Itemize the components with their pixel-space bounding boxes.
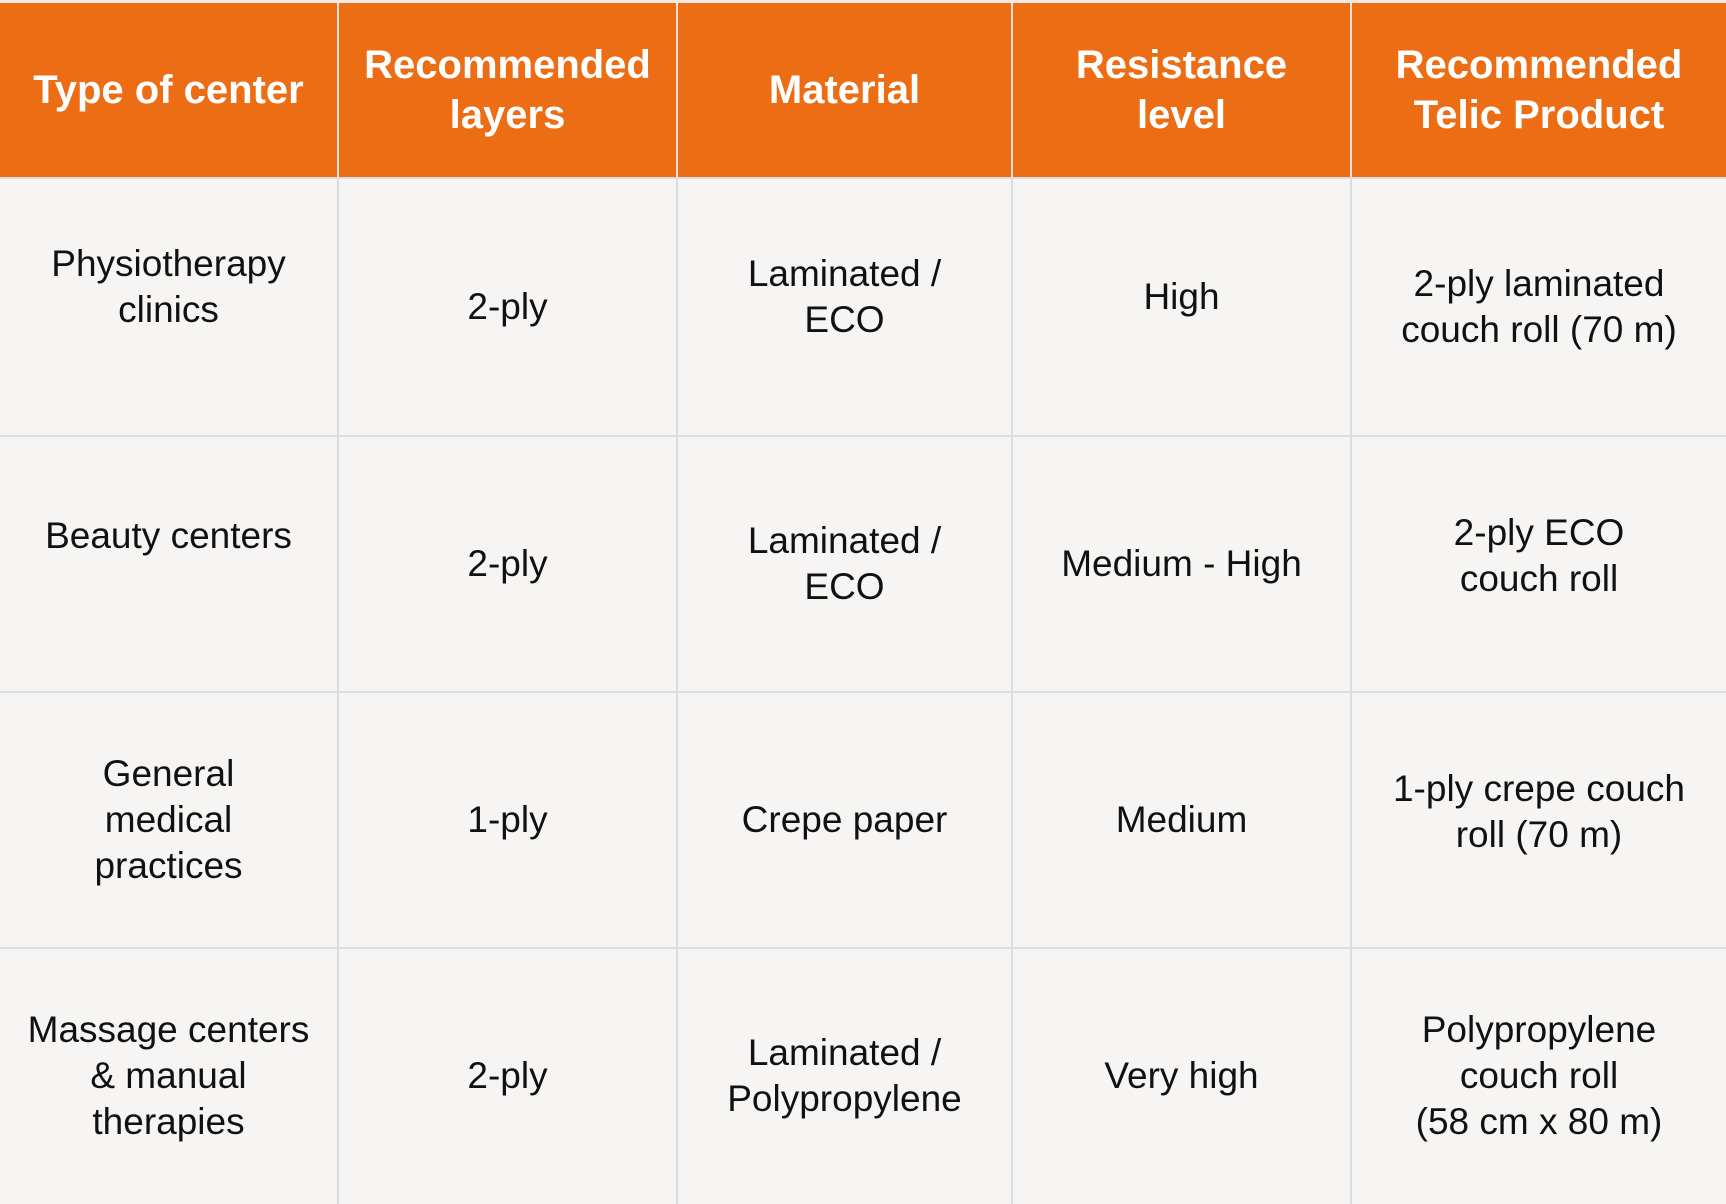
cell-type-of-center: Beauty centers bbox=[0, 434, 339, 693]
header-type-of-center: Type of center bbox=[0, 0, 339, 178]
cell-text: 1-ply crepe couch roll (70 m) bbox=[1392, 767, 1686, 855]
cell-text: General medical practices bbox=[94, 752, 243, 886]
cell-material: Laminated / ECO bbox=[676, 434, 1013, 693]
header-recommended-layers: Recommended layers bbox=[337, 0, 678, 178]
header-label: Type of center bbox=[33, 67, 304, 112]
cell-text: 2-ply bbox=[467, 1055, 548, 1096]
cell-recommended-layers: 2-ply bbox=[337, 434, 678, 693]
cell-text: Laminated / Polypropylene bbox=[727, 1032, 962, 1119]
cell-type-of-center: Massage centers & manual therapies bbox=[0, 946, 339, 1204]
cell-material: Crepe paper bbox=[676, 690, 1013, 949]
table-row: Massage centers & manual therapies 2-ply… bbox=[0, 946, 1726, 1204]
cell-material: Laminated / ECO bbox=[676, 176, 1013, 437]
cell-resistance-level: Very high bbox=[1011, 946, 1352, 1204]
cell-resistance-level: Medium bbox=[1011, 690, 1352, 949]
cell-resistance-level: High bbox=[1011, 176, 1352, 437]
table-header: Type of center Recommended layers Materi… bbox=[0, 0, 1726, 178]
cell-text: Beauty centers bbox=[45, 514, 292, 556]
cell-text: Very high bbox=[1104, 1055, 1259, 1096]
cell-type-of-center: General medical practices bbox=[0, 690, 339, 949]
header-resistance-level: Resistance level bbox=[1011, 0, 1352, 178]
cell-type-of-center: Physiotherapy clinics bbox=[0, 176, 339, 437]
cell-text: 2-ply laminated couch roll (70 m) bbox=[1401, 262, 1677, 350]
cell-text: 1-ply bbox=[467, 798, 548, 840]
header-material: Material bbox=[676, 0, 1013, 178]
cell-recommended-product: 2-ply laminated couch roll (70 m) bbox=[1350, 176, 1726, 437]
header-label: Recommended Telic Product bbox=[1395, 42, 1683, 137]
cell-material: Laminated / Polypropylene bbox=[676, 946, 1013, 1204]
cell-recommended-product: 1-ply crepe couch roll (70 m) bbox=[1350, 690, 1726, 949]
cell-text: Laminated / ECO bbox=[747, 519, 942, 607]
table-row: Physiotherapy clinics 2-ply Laminated / … bbox=[0, 176, 1726, 437]
cell-text: Laminated / ECO bbox=[747, 252, 942, 340]
header-label: Recommended layers bbox=[364, 42, 651, 137]
cell-text: 2-ply bbox=[467, 285, 548, 327]
cell-text: Polypropylene couch roll (58 cm x 80 m) bbox=[1415, 1009, 1663, 1142]
header-row: Type of center Recommended layers Materi… bbox=[0, 0, 1726, 178]
cell-recommended-layers: 2-ply bbox=[337, 946, 678, 1204]
cell-recommended-layers: 1-ply bbox=[337, 690, 678, 949]
cell-text: Medium - High bbox=[1061, 542, 1302, 584]
cell-recommended-product: 2-ply ECO couch roll bbox=[1350, 434, 1726, 693]
cell-text: Massage centers & manual therapies bbox=[27, 1009, 310, 1142]
header-label: Resistance level bbox=[1075, 42, 1288, 137]
cell-text: Medium bbox=[1115, 798, 1248, 840]
cell-text: 2-ply bbox=[467, 542, 548, 584]
header-recommended-product: Recommended Telic Product bbox=[1350, 0, 1726, 178]
cell-text: 2-ply ECO couch roll bbox=[1453, 511, 1625, 599]
table-row: General medical practices 1-ply Crepe pa… bbox=[0, 690, 1726, 949]
cell-text: Crepe paper bbox=[741, 798, 948, 840]
cell-recommended-product: Polypropylene couch roll (58 cm x 80 m) bbox=[1350, 946, 1726, 1204]
header-label: Material bbox=[768, 67, 921, 112]
cell-resistance-level: Medium - High bbox=[1011, 434, 1352, 693]
cell-recommended-layers: 2-ply bbox=[337, 176, 678, 437]
cell-text: Physiotherapy clinics bbox=[51, 242, 286, 330]
table-body: Physiotherapy clinics 2-ply Laminated / … bbox=[0, 176, 1726, 1204]
cell-text: High bbox=[1143, 275, 1220, 317]
table-row: Beauty centers 2-ply Laminated / ECO Med… bbox=[0, 434, 1726, 693]
